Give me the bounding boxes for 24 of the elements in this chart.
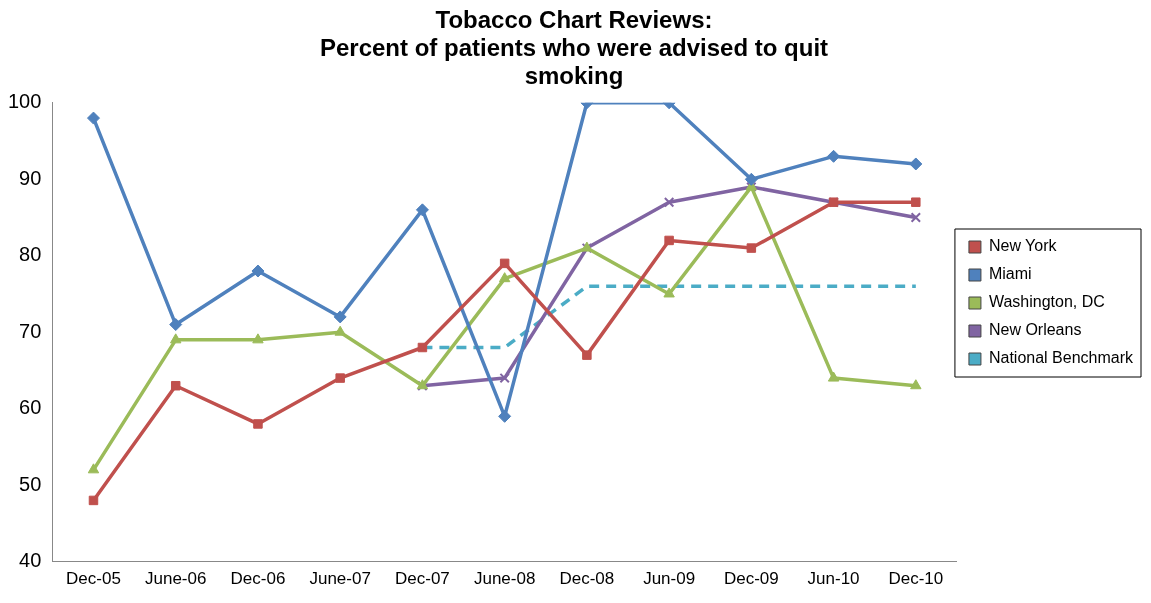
- y-tick-label: 60: [19, 396, 42, 419]
- y-tick-label: 50: [19, 472, 42, 495]
- legend-label: Washington, DC: [988, 293, 1105, 311]
- legend-label: Miami: [988, 265, 1032, 283]
- x-tick-label: June-08: [473, 569, 536, 589]
- y-tick-label: 40: [19, 549, 42, 572]
- x-tick-label: Dec-08: [559, 569, 615, 589]
- x-tick-label: June-06: [145, 569, 207, 589]
- x-tick-label: Jun-09: [643, 569, 696, 589]
- x-tick-label: Dec-07: [395, 569, 450, 589]
- y-tick-label: 100: [7, 90, 42, 113]
- chart-title: Tobacco Chart Reviews: Percent of patients who were advised to quit smoking: [319, 6, 829, 89]
- x-tick-label: Dec-06: [230, 569, 286, 589]
- x-tick-label: Jun-10: [807, 569, 860, 589]
- x-tick-label: Dec-10: [888, 569, 944, 589]
- x-tick-label: Dec-09: [723, 569, 779, 589]
- x-tick-label: Dec-05: [66, 569, 121, 589]
- y-tick-label: 90: [19, 166, 42, 189]
- y-tick-label: 80: [19, 243, 42, 266]
- legend-label: New Orleans: [988, 321, 1082, 339]
- y-tick-label: 70: [19, 319, 42, 342]
- legend-label: National Benchmark: [988, 349, 1134, 367]
- legend-label: New York: [988, 237, 1058, 255]
- x-tick-label: June-07: [309, 569, 371, 589]
